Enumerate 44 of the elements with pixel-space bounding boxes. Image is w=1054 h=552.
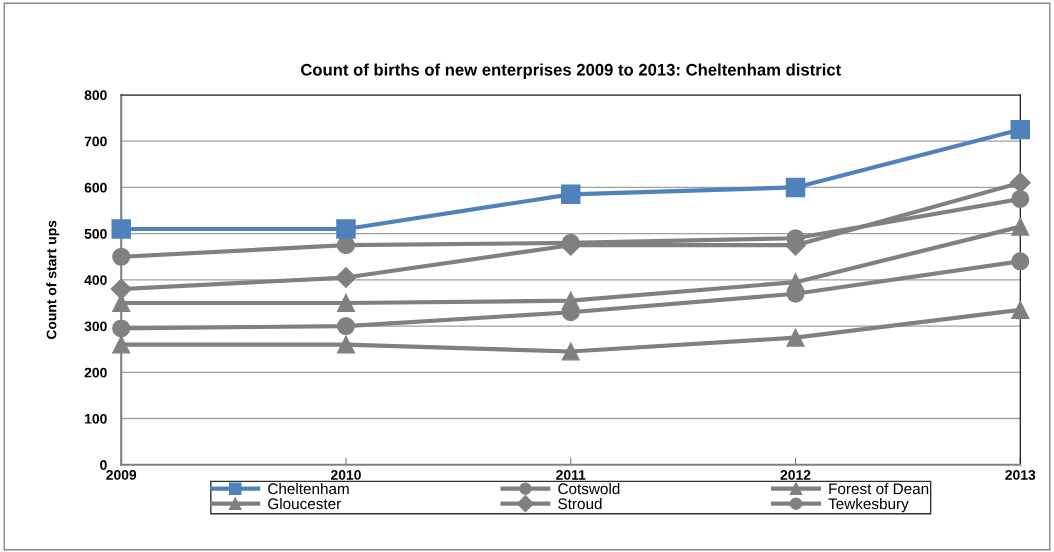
y-tick-label: 400 — [84, 275, 107, 286]
point — [561, 184, 581, 205]
legend-label: Gloucester — [268, 497, 341, 510]
point — [785, 177, 806, 198]
point — [561, 291, 580, 310]
y-tick-label: 700 — [84, 136, 107, 147]
point — [112, 335, 131, 354]
point — [1011, 189, 1030, 208]
y-tick-label: 200 — [84, 367, 107, 378]
legend-label: Stroud — [558, 497, 602, 510]
point — [112, 247, 131, 266]
point — [561, 342, 580, 361]
point — [336, 219, 356, 239]
x-tick-label: 2011 — [556, 470, 586, 480]
legend-label: Forest of Dean — [829, 482, 929, 495]
y-axis-title: Count of start ups — [46, 220, 60, 340]
point — [110, 278, 132, 300]
legend-label: Cheltenham — [268, 482, 349, 495]
chart-title: Count of births of new enterprises 2009 to 2013: Cheltenham district — [301, 63, 841, 79]
legend-label: Cotswold — [558, 482, 620, 495]
point — [561, 233, 580, 252]
point — [336, 317, 356, 336]
x-tick-label: 2012 — [780, 470, 811, 480]
y-tick-label: 600 — [84, 182, 107, 193]
x-tick-label: 2009 — [106, 470, 137, 480]
y-tick-label: 100 — [85, 413, 107, 424]
point — [112, 319, 131, 338]
point — [336, 293, 356, 313]
y-tick-label: 500 — [84, 228, 107, 239]
point — [786, 328, 805, 347]
point — [786, 273, 805, 292]
point — [1011, 252, 1030, 271]
point — [335, 267, 357, 289]
point — [1011, 217, 1030, 236]
point — [1011, 300, 1030, 319]
point — [336, 335, 356, 354]
x-tick-label: 2010 — [331, 470, 361, 480]
legend-label: Tewkesbury — [828, 497, 909, 513]
y-tick-label: 0 — [100, 460, 107, 470]
point — [111, 219, 131, 239]
x-tick-label: 2013 — [1005, 470, 1036, 480]
y-tick-label: 800 — [84, 90, 107, 101]
y-tick-label: 300 — [84, 321, 107, 332]
point — [1010, 119, 1030, 140]
